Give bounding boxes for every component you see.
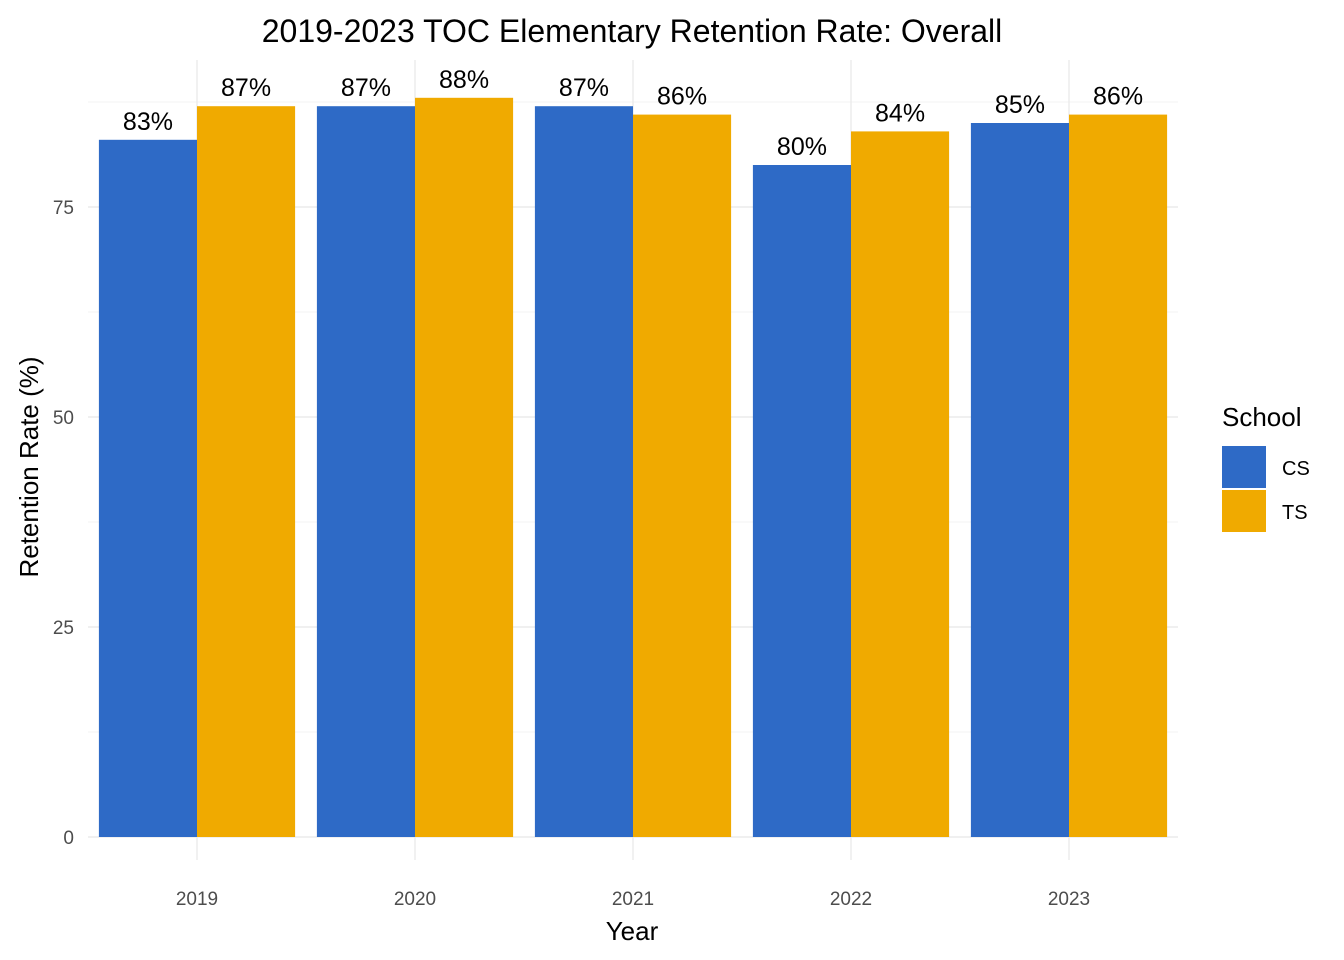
x-tick-label: 2020 — [394, 889, 436, 910]
data-label: 83% — [123, 108, 173, 136]
y-tick-label: 25 — [53, 618, 74, 639]
legend-title: School — [1222, 402, 1302, 432]
data-label: 87% — [221, 74, 271, 102]
bar-cs-2021 — [534, 106, 633, 837]
chart-title: 2019-2023 TOC Elementary Retention Rate:… — [262, 13, 1003, 49]
legend-swatch-cs — [1222, 446, 1266, 488]
bar-cs-2019 — [98, 139, 197, 838]
data-label: 87% — [559, 74, 609, 102]
y-axis-title: Retention Rate (%) — [14, 356, 44, 577]
legend-label: CS — [1282, 458, 1310, 480]
data-label: 86% — [1093, 83, 1143, 111]
x-axis: 2019 2020 2021 2022 2023 — [176, 889, 1090, 910]
bars — [98, 97, 1168, 838]
legend-label: TS — [1282, 502, 1308, 524]
bar-ts-2022 — [851, 131, 950, 837]
data-label: 87% — [341, 74, 391, 102]
x-tick-label: 2022 — [830, 889, 872, 910]
y-tick-label: 75 — [53, 198, 74, 219]
x-tick-label: 2021 — [612, 889, 654, 910]
data-label: 80% — [777, 133, 827, 161]
bar-ts-2021 — [633, 114, 732, 838]
data-label: 86% — [657, 83, 707, 111]
bar-ts-2023 — [1069, 114, 1168, 838]
data-label: 84% — [875, 99, 925, 127]
bar-cs-2022 — [752, 165, 851, 837]
data-labels: 83% 87% 87% 80% 85% 87% 88% 86% 84% 86% — [123, 66, 1143, 161]
bar-cs-2020 — [316, 106, 415, 837]
bar-cs-2023 — [970, 123, 1069, 837]
y-axis: 0 25 50 75 — [53, 198, 74, 849]
x-tick-label: 2019 — [176, 889, 218, 910]
data-label: 85% — [995, 91, 1045, 119]
legend-swatch-ts — [1222, 490, 1266, 532]
y-tick-label: 0 — [63, 828, 74, 849]
bar-ts-2019 — [197, 106, 296, 837]
x-axis-title: Year — [606, 916, 659, 946]
x-tick-label: 2023 — [1048, 889, 1090, 910]
bar-ts-2020 — [415, 97, 514, 838]
legend: School CS TS — [1222, 402, 1310, 532]
y-tick-label: 50 — [53, 408, 74, 429]
data-label: 88% — [439, 66, 489, 94]
